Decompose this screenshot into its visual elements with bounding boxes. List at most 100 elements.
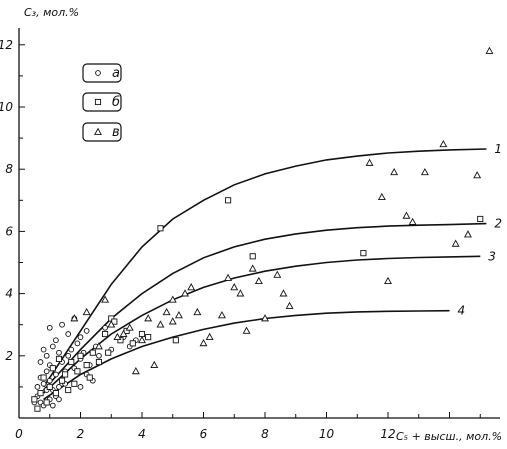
y-tick-label: 12 [0,38,13,52]
y-tick-label: 10 [0,100,13,114]
square-point [40,374,47,381]
square-point [172,337,179,344]
curve-label: 2 [494,217,502,231]
legend-box [82,122,122,142]
triangle-point [107,320,116,328]
triangle-point [174,311,183,319]
y-tick-label: 8 [5,162,13,176]
triangle-point [230,283,239,291]
triangle-point [144,314,153,322]
legend-box [82,92,122,112]
square-point [68,358,75,366]
curve-2 [43,222,487,391]
curve-4 [43,309,450,400]
circle-point [53,337,59,344]
circle-point [56,396,62,403]
circle-point [37,359,44,365]
curve-label: 3 [488,249,496,263]
triangle-point [150,360,159,368]
x-tick-label: 0 [15,427,23,441]
triangle-point [420,167,429,176]
square-point [157,225,164,232]
square-point [102,330,109,338]
fitted-curves: 1 2 3 4 [42,142,502,400]
triangle-point [451,239,460,247]
triangle-point [168,317,177,325]
data-points [31,46,494,412]
square-point [71,380,78,387]
legend-circle-marker [95,70,101,76]
circle-point [49,343,56,350]
circle-point [56,349,62,356]
triangle-point [199,339,208,347]
y-tick-label: 2 [5,349,13,363]
legend-box [82,63,122,83]
triangle-point [365,158,374,166]
curve-1 [42,148,487,388]
triangle-point [377,192,386,201]
y-tick-label: 6 [5,224,13,238]
square-point [77,352,84,359]
square-point [360,250,367,257]
triangle-point [254,276,263,285]
y-axis-label: C₃, мол.% [24,6,79,19]
curve-label: 1 [494,142,502,156]
square-point [49,365,56,372]
x-tick-label: 8 [261,427,269,441]
triangle-point [248,264,257,272]
square-point [138,330,146,338]
triangle-point [131,367,140,375]
triangle-point [70,314,79,322]
x-tick-label: 4 [138,427,146,441]
square-point [55,355,63,362]
circle-point [34,384,41,390]
square-point [31,396,38,403]
triangle-point [279,289,288,297]
circle-point [49,402,56,409]
circle-point [96,352,102,359]
square-point [46,383,53,390]
triangle-point [473,171,482,179]
square-point [37,390,44,397]
legend-label: а [112,66,120,81]
circle-point [102,324,108,331]
circle-point [40,380,47,387]
triangle-point [242,326,251,334]
ticks: 0 2 4 6 8 10 12 2 4 6 8 10 12 [0,38,481,441]
circle-point [77,384,84,390]
triangle-point [94,342,103,350]
triangle-point [82,307,91,316]
square-point [34,405,41,412]
triangle-point [224,273,233,281]
triangle-point [285,301,294,309]
triangle-point [205,332,214,340]
square-point [86,374,93,381]
circle-point [43,352,50,359]
triangle-point [162,307,171,316]
legend-square-marker [94,98,102,106]
square-point [83,362,90,369]
square-point [105,349,112,356]
circle-point [65,331,72,337]
triangle-point [217,311,226,319]
triangle-point [485,46,494,54]
square-point [74,368,81,375]
circle-point [83,328,90,334]
square-point [43,399,50,406]
curve-label: 4 [458,304,466,318]
square-point [95,358,102,366]
legend-triangle-marker [94,127,102,135]
circle-point [40,346,47,353]
circle-point [56,384,62,390]
x-axis-label: C₅ + высш., мол.% [396,430,502,443]
triangle-point [113,332,122,340]
triangle-point [125,323,134,331]
triangle-point [236,289,245,297]
square-point [59,377,66,384]
square-point [249,253,256,260]
triangle-point [193,307,202,316]
triangle-point [168,295,177,303]
x-tick-label: 6 [200,427,208,441]
y-tick-label: 4 [5,287,13,301]
